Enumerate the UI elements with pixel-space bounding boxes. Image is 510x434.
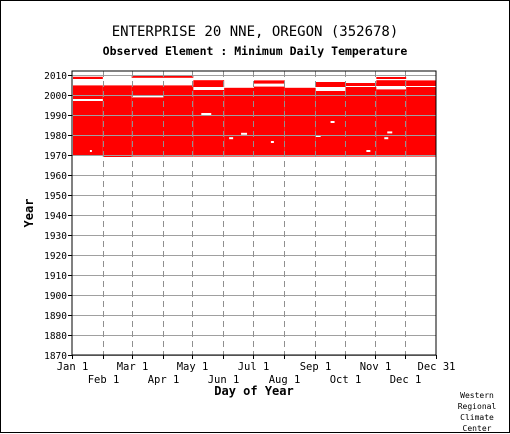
y-axis-label: Year xyxy=(22,199,36,228)
coverage-block xyxy=(72,85,103,156)
x-tick-label: May 1 xyxy=(177,361,209,373)
credit-line: Center xyxy=(462,424,492,433)
x-tick-label: Dec 31 xyxy=(418,361,456,373)
y-tick-label: 1900 xyxy=(44,291,67,302)
coverage-block xyxy=(254,86,285,157)
x-tick-label: Sep 1 xyxy=(300,361,332,373)
x-tick-label: Jul 1 xyxy=(238,361,270,373)
x-tick-label: Aug 1 xyxy=(269,374,301,386)
x-tick-label: Apr 1 xyxy=(148,374,180,386)
coverage-block xyxy=(224,87,254,157)
y-tick-label: 1990 xyxy=(44,111,67,122)
y-tick-label: 1930 xyxy=(44,231,67,242)
credit-line: Climate xyxy=(460,413,494,422)
missing-data-gap xyxy=(72,99,103,101)
y-tick-label: 1890 xyxy=(44,311,67,322)
coverage-block xyxy=(376,89,407,157)
coverage-block xyxy=(284,87,316,157)
missing-data-gap xyxy=(131,95,164,98)
x-tick-label: Nov 1 xyxy=(360,361,392,373)
y-tick-label: 1920 xyxy=(44,251,67,262)
missing-data-gap xyxy=(89,150,92,152)
recent-strip xyxy=(254,80,285,84)
plot-area-border xyxy=(71,70,437,356)
y-tick-label: 1980 xyxy=(44,131,67,142)
recent-strip xyxy=(406,80,436,86)
x-tick-label: Feb 1 xyxy=(88,374,120,386)
coverage-block xyxy=(315,91,346,157)
x-tick-label: Jan 1 xyxy=(57,361,89,373)
recent-strip xyxy=(345,83,377,86)
coverage-block xyxy=(345,87,377,157)
coverage-block xyxy=(102,85,132,157)
y-tick-label: 1960 xyxy=(44,171,67,182)
y-tick-label: 2000 xyxy=(44,91,67,102)
recent-strip xyxy=(376,77,407,79)
x-tick-label: Jun 1 xyxy=(208,374,240,386)
missing-data-gap xyxy=(201,113,212,115)
recent-strip xyxy=(72,76,103,79)
chart-subtitle: Observed Element : Minimum Daily Tempera… xyxy=(102,44,408,58)
y-tick-label: 1910 xyxy=(44,271,67,282)
y-tick-label: 1970 xyxy=(44,151,67,162)
chart-title: ENTERPRISE 20 NNE, OREGON (352678) xyxy=(111,24,399,40)
x-tick-label: Oct 1 xyxy=(330,374,362,386)
y-tick-label: 1940 xyxy=(44,211,67,222)
missing-data-gap xyxy=(384,137,389,140)
missing-data-gap xyxy=(229,137,234,140)
wrcc-credit: Western Regional Climate Center xyxy=(452,390,502,434)
y-tick-label: 1950 xyxy=(44,191,67,202)
x-tick-label: Mar 1 xyxy=(117,361,149,373)
x-tick-label: Dec 1 xyxy=(390,374,422,386)
recent-strip xyxy=(315,82,346,87)
y-tick-label: 1870 xyxy=(44,351,67,362)
credit-line: Western xyxy=(460,391,494,400)
missing-data-gap xyxy=(330,121,335,123)
missing-data-gap xyxy=(366,150,371,152)
recent-strip xyxy=(376,80,407,86)
x-axis-label: Day of Year xyxy=(214,384,293,398)
recent-strip xyxy=(131,75,194,78)
missing-data-gap xyxy=(270,141,274,143)
missing-data-gap xyxy=(241,132,248,135)
recent-strip xyxy=(193,80,225,87)
y-tick-label: 2010 xyxy=(44,71,67,82)
credit-line: Regional xyxy=(457,402,497,411)
coverage-block xyxy=(406,87,436,157)
coverage-block xyxy=(193,90,225,157)
missing-data-gap xyxy=(387,131,393,134)
y-tick-label: 1880 xyxy=(44,331,67,342)
